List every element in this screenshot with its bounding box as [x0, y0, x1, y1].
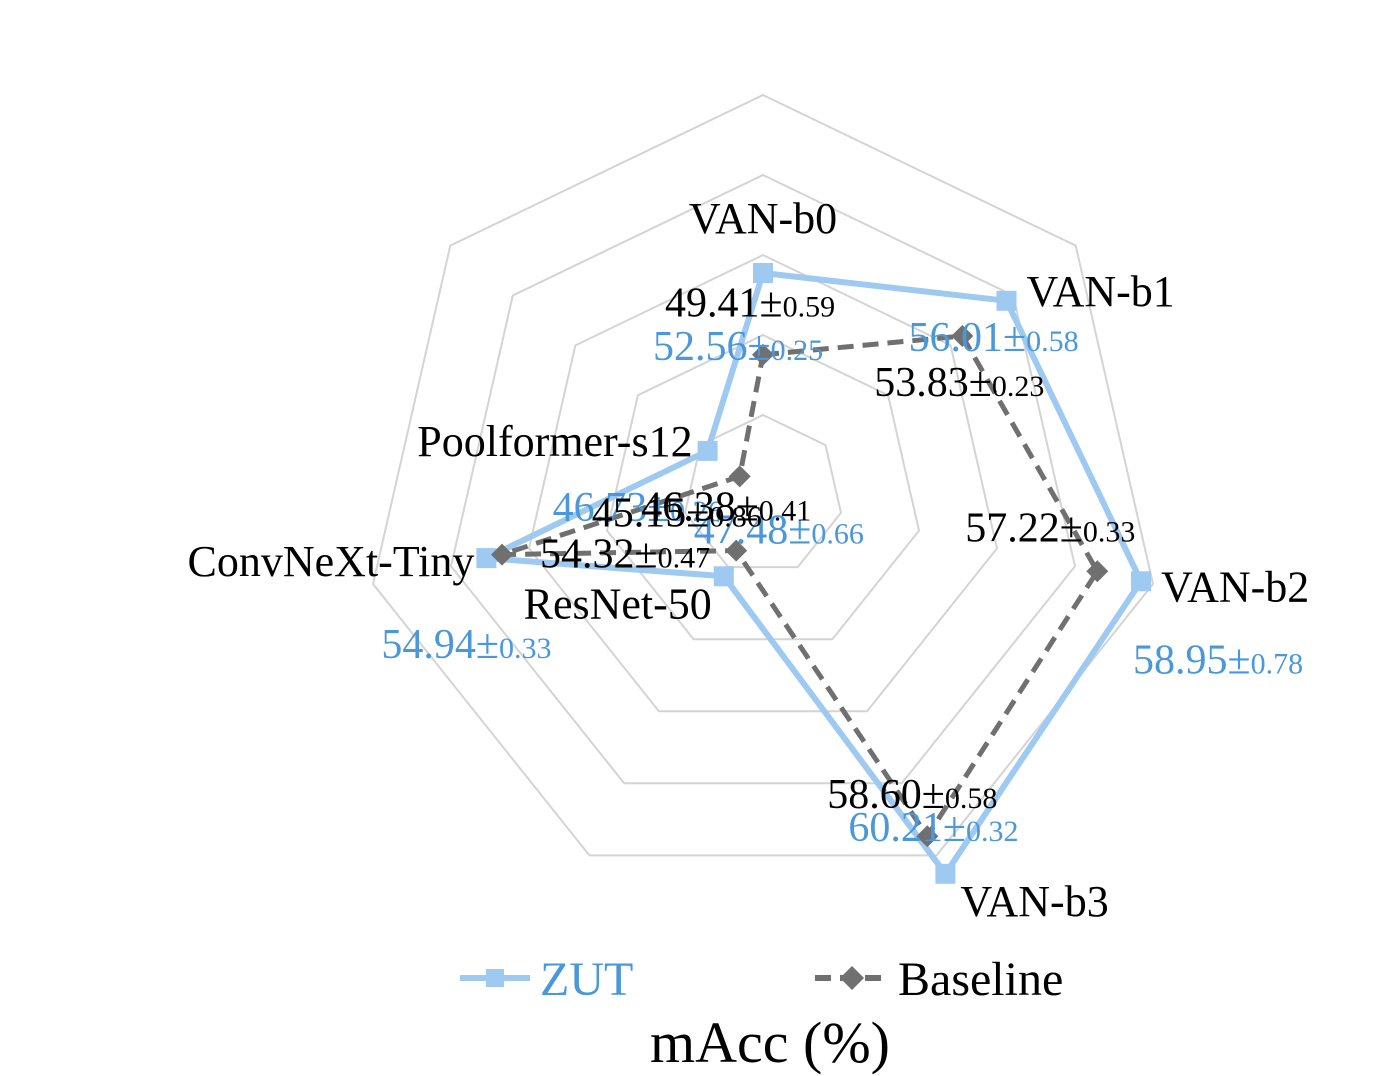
axis-label-4: VAN-b3	[960, 877, 1108, 926]
value-label-zut-4: 60.21±0.32	[848, 805, 1018, 851]
value-label-baseline-6: 54.32±0.47	[540, 532, 710, 578]
value-label-zut-3: 58.95±0.78	[1133, 637, 1303, 683]
series-baseline-point-3	[1086, 560, 1109, 583]
series-zut-point-6	[476, 548, 497, 569]
series-baseline-point-2	[951, 325, 974, 347]
axis-label-6: ConvNeXt-Tiny	[188, 537, 475, 586]
axis-label-1: VAN-b0	[689, 194, 837, 243]
axis-label-5: ResNet-50	[524, 579, 712, 628]
value-label-baseline-1: 49.41±0.59	[665, 281, 835, 327]
legend-zut-label: ZUT	[540, 953, 633, 1006]
value-label-baseline-2: 53.83±0.23	[874, 360, 1044, 406]
legend-baseline-label: Baseline	[898, 953, 1063, 1006]
grid-ring-5	[371, 93, 1155, 857]
value-label-baseline-3: 57.22±0.33	[965, 505, 1135, 551]
series-line-zut	[483, 270, 1144, 877]
series-baseline-point-4	[916, 825, 939, 848]
value-label-zut-6: 54.94±0.33	[381, 622, 551, 668]
value-label-zut-2: 56.01±0.58	[909, 315, 1079, 361]
series-zut-point-5	[713, 566, 734, 587]
series-baseline-point-5	[725, 539, 748, 562]
axis-label-3: VAN-b2	[1161, 562, 1309, 611]
legend: ZUT Baseline	[460, 953, 1063, 1006]
value-label-zut-1: 52.56±0.25	[653, 324, 823, 370]
series-line-baseline	[499, 333, 1100, 839]
grid-ring-2	[605, 333, 921, 641]
grid-ring-3	[527, 253, 999, 713]
axis-label-2: VAN-b1	[1027, 267, 1175, 316]
series-baseline-point-1	[752, 343, 774, 366]
series-baseline-point-7	[728, 465, 751, 488]
chart-title: mAcc (%)	[650, 1010, 890, 1075]
axis-labels: VAN-b0 VAN-b1 VAN-b2 VAN-b3 ResNet-50 ConvNeX…	[188, 194, 1310, 926]
series-baseline-point-6	[491, 543, 513, 566]
axis-label-7: Poolformer-s12	[417, 417, 692, 466]
value-label-baseline-4: 58.60±0.58	[827, 772, 997, 818]
series-zut-point-3	[1131, 571, 1151, 592]
legend-baseline-marker	[840, 966, 864, 990]
series-zut-point-4	[935, 863, 956, 884]
series-zut-point-1	[753, 263, 773, 283]
series-zut-point-7	[697, 440, 718, 461]
series-zut-point-2	[996, 290, 1017, 311]
series-layer	[476, 263, 1151, 884]
legend-zut-marker	[486, 969, 504, 987]
